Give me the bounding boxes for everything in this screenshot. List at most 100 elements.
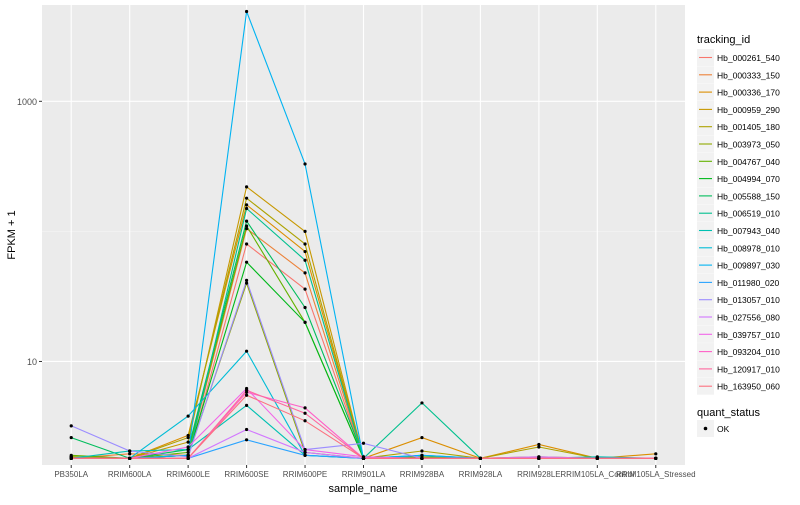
data-point [303, 406, 307, 410]
data-point [420, 401, 424, 405]
y-tick-label: 10 [27, 357, 37, 367]
data-point [303, 287, 307, 291]
legend-label: Hb_013057_010 [717, 295, 780, 305]
legend-label: Hb_027556_080 [717, 313, 780, 323]
data-point [244, 242, 249, 246]
data-point [186, 440, 190, 444]
data-point [420, 456, 424, 460]
data-point [244, 393, 249, 397]
legend-label: Hb_004767_040 [717, 157, 780, 167]
data-point [303, 450, 307, 454]
legend-label: Hb_001405_180 [717, 122, 780, 132]
legend-color-items: Hb_000261_540 Hb_000333_150 Hb_000336_170 H… [697, 49, 780, 395]
x-tick-label: RRIM600LA [108, 470, 152, 479]
grid-major [42, 5, 685, 465]
data-point [244, 227, 249, 231]
legend-label: Hb_003973_050 [717, 140, 780, 150]
x-tick-label: RRIM928LE [517, 470, 561, 479]
data-point [69, 424, 73, 428]
legend-label: Hb_004994_070 [717, 174, 780, 184]
data-point [303, 229, 307, 233]
data-point [303, 305, 307, 310]
data-point [244, 203, 249, 207]
x-tick-label: RRIM600LE [166, 470, 210, 479]
x-tick-label: RRIM105LA_Stressed [616, 470, 696, 479]
data-point [595, 456, 599, 460]
data-point [69, 435, 73, 440]
y-axis-label: FPKM + 1 [6, 210, 18, 259]
legend-shape-title: quant_status [697, 407, 760, 419]
data-point [537, 442, 541, 447]
data-point [303, 242, 307, 246]
data-point [244, 403, 249, 407]
data-point [186, 435, 190, 440]
data-point [186, 445, 190, 449]
series-points [69, 9, 658, 460]
data-point [244, 224, 249, 228]
data-point [244, 206, 249, 211]
legend-label: Hb_000959_290 [717, 105, 780, 115]
legend-label: Hb_009897_030 [717, 261, 780, 271]
data-point [303, 271, 307, 275]
x-tick-label: RRIM928BA [400, 470, 445, 479]
data-point [478, 456, 483, 460]
data-point [69, 453, 73, 457]
data-point [303, 419, 307, 423]
data-point [537, 456, 541, 460]
legend: tracking_id Hb_000261_540Hb_000333_150Hb… [697, 34, 780, 437]
data-point [654, 456, 658, 460]
data-point [244, 349, 249, 353]
legend-label: Hb_011980_020 [717, 278, 780, 288]
data-point [186, 414, 190, 418]
x-tick-label: RRIM105LA_Control [560, 470, 634, 479]
data-point [537, 445, 541, 449]
x-axis: PB350LA RRIM600LA RRIM600LE RRIM600SE RRIM60… [54, 465, 696, 479]
x-tick-label: PB350LA [54, 470, 88, 479]
legend-label: Hb_000336_170 [717, 88, 780, 98]
legend-label: Hb_007943_040 [717, 226, 780, 236]
data-point [244, 260, 249, 264]
data-point [128, 449, 132, 453]
x-tick-label: RRIM901LA [342, 470, 386, 479]
data-point [244, 388, 249, 392]
y-tick-label: 1000 [17, 97, 37, 107]
legend-label: Hb_006519_010 [717, 209, 780, 219]
legend-label: Hb_120917_010 [717, 364, 780, 374]
data-point [244, 427, 249, 432]
data-point [244, 185, 249, 189]
data-point [244, 278, 249, 282]
legend-label: Hb_008978_010 [717, 243, 780, 253]
legend-label: Hb_000333_150 [717, 70, 780, 80]
data-point [244, 438, 249, 442]
data-point [303, 411, 307, 415]
data-point [420, 453, 424, 457]
data-point [244, 9, 249, 14]
x-axis-label: sample_name [328, 483, 397, 495]
data-point [186, 456, 190, 460]
data-point [69, 456, 73, 460]
x-tick-label: RRIM600PE [283, 470, 327, 479]
legend-label: Hb_039757_010 [717, 330, 780, 340]
data-point [303, 320, 307, 324]
data-point [186, 448, 190, 452]
data-point [303, 249, 307, 254]
data-point [420, 435, 424, 440]
legend-color-title: tracking_id [697, 34, 750, 46]
legend-label: Hb_000261_540 [717, 53, 780, 63]
x-tick-label: RRIM928LA [459, 470, 503, 479]
data-point [303, 162, 307, 166]
legend-label: Hb_093204_010 [717, 347, 780, 357]
data-point [128, 456, 132, 460]
data-point [128, 452, 132, 456]
data-point [244, 196, 249, 200]
data-point [244, 281, 249, 285]
legend-shape-point [703, 426, 708, 431]
data-point [361, 441, 366, 445]
legend-shape-items: OK [697, 420, 730, 437]
data-point [303, 258, 307, 262]
data-point [361, 456, 366, 460]
data-point [654, 452, 658, 456]
data-point [303, 448, 307, 452]
